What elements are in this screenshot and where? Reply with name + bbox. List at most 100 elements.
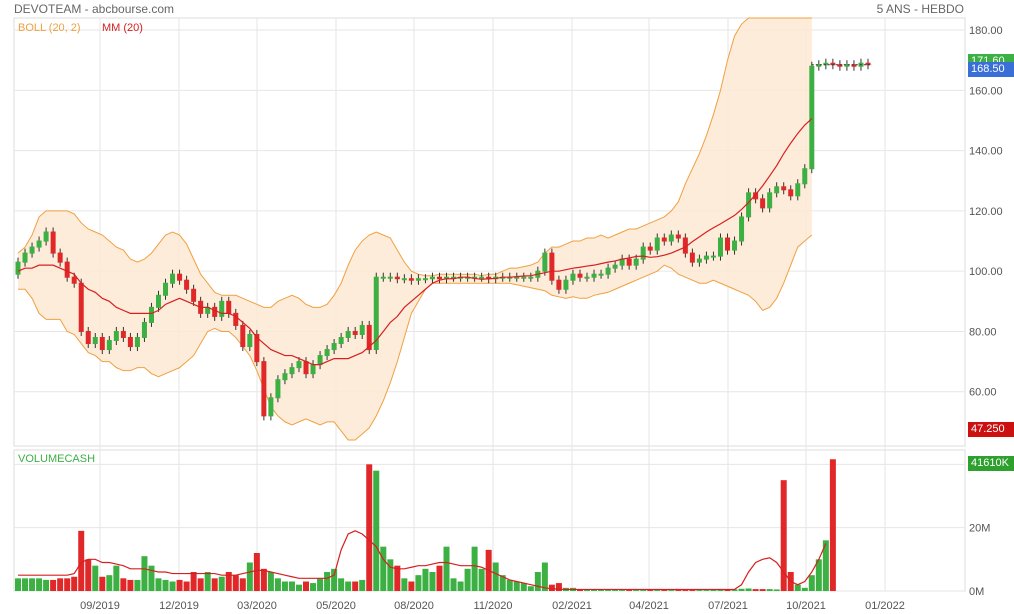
price-panel bbox=[13, 17, 966, 447]
candle-body bbox=[366, 324, 372, 351]
volume-bar bbox=[731, 589, 738, 591]
candle-body bbox=[696, 258, 702, 263]
volume-bar bbox=[408, 581, 415, 591]
candle-body bbox=[717, 237, 723, 257]
period-label[interactable]: 5 ANS - HEBDO bbox=[876, 2, 964, 16]
candle-body bbox=[191, 288, 197, 302]
volume-bar bbox=[246, 562, 253, 591]
volume-legend[interactable]: VOLUMECASH bbox=[18, 453, 96, 465]
volume-bar bbox=[345, 581, 352, 591]
boll-legend[interactable]: BOLL (20, 2) bbox=[18, 22, 81, 34]
candle-body bbox=[605, 267, 611, 275]
x-tick-label: 09/2019 bbox=[80, 600, 120, 612]
volume-bar bbox=[541, 562, 548, 591]
volume-bar bbox=[64, 578, 71, 591]
candle-body bbox=[240, 324, 246, 348]
volume-bar bbox=[50, 579, 57, 591]
last-price-tag: 168.50 bbox=[968, 62, 1014, 77]
volume-bar bbox=[43, 579, 50, 591]
x-tick-label: 10/2021 bbox=[786, 600, 826, 612]
volume-bar bbox=[436, 565, 443, 591]
candle-body bbox=[303, 361, 309, 375]
volume-bar bbox=[15, 578, 21, 591]
volume-bar bbox=[829, 459, 836, 591]
candle-body bbox=[844, 64, 850, 67]
candle-body bbox=[289, 367, 295, 375]
candle-body bbox=[212, 306, 218, 317]
volume-bar bbox=[689, 590, 696, 591]
bollinger-lower bbox=[18, 234, 813, 441]
candle-body bbox=[816, 64, 822, 67]
candle-body bbox=[64, 261, 70, 278]
volume-bar bbox=[148, 565, 155, 591]
x-tick-label: 04/2021 bbox=[629, 600, 669, 612]
mm20-line bbox=[17, 118, 813, 366]
candle-body bbox=[163, 282, 169, 296]
candle-body bbox=[739, 216, 745, 242]
x-tick-label: 11/2020 bbox=[474, 600, 513, 612]
volume-bar bbox=[127, 579, 134, 591]
candle-body bbox=[226, 300, 232, 314]
volume-bar bbox=[422, 568, 429, 591]
volume-bar bbox=[281, 581, 288, 591]
candle-body bbox=[809, 65, 815, 170]
volume-bar bbox=[780, 480, 787, 591]
candle-body bbox=[387, 276, 393, 279]
mm-legend[interactable]: MM (20) bbox=[102, 22, 143, 34]
volume-bar bbox=[57, 578, 64, 591]
volume-bar bbox=[640, 590, 647, 591]
volume-bar bbox=[612, 590, 619, 591]
volume-bar bbox=[162, 579, 169, 591]
candle-body bbox=[324, 349, 330, 357]
chart-title: DEVOTEAM - abcbourse.com bbox=[14, 2, 175, 16]
candle-body bbox=[422, 278, 428, 281]
candle-body bbox=[479, 276, 485, 279]
volume-bar bbox=[373, 470, 380, 591]
candle-body bbox=[647, 246, 653, 251]
volume-bar bbox=[225, 572, 232, 591]
candle-body bbox=[296, 361, 302, 369]
volume-bar bbox=[106, 575, 113, 591]
candle-body bbox=[633, 258, 639, 266]
volume-bar bbox=[619, 590, 626, 591]
volume-bar bbox=[548, 584, 555, 591]
volume-bar bbox=[506, 579, 513, 591]
volume-bar bbox=[773, 589, 780, 591]
y-tick-label: 140.00 bbox=[969, 146, 1003, 158]
candle-body bbox=[781, 186, 787, 191]
candle-body bbox=[528, 276, 534, 279]
y-tick-label: 60.00 bbox=[969, 387, 997, 399]
volume-bar bbox=[99, 576, 106, 591]
candle-body bbox=[29, 246, 35, 254]
volume-bar bbox=[120, 578, 127, 591]
volume-bar bbox=[738, 588, 745, 591]
candle-body bbox=[563, 279, 569, 290]
candle-body bbox=[654, 237, 660, 251]
candle-body bbox=[282, 373, 288, 381]
candle-body bbox=[57, 252, 63, 263]
volume-bar bbox=[288, 581, 295, 591]
volume-bar bbox=[717, 589, 724, 591]
candle-body bbox=[155, 294, 161, 308]
volume-bar bbox=[78, 530, 85, 591]
candle-body bbox=[732, 240, 738, 251]
volume-bar bbox=[331, 568, 338, 591]
low-price-tag: 47.250 bbox=[968, 422, 1014, 437]
volume-bar bbox=[204, 572, 211, 591]
candle-body bbox=[612, 264, 618, 269]
candle-body bbox=[345, 330, 351, 338]
volume-bar bbox=[822, 540, 829, 591]
volume-bar bbox=[696, 590, 703, 591]
candle-body bbox=[268, 397, 274, 417]
candle-body bbox=[823, 62, 829, 66]
volume-bar bbox=[239, 578, 246, 591]
candle-body bbox=[148, 306, 154, 323]
y-tick-label: 180.00 bbox=[969, 25, 1003, 37]
candle-body bbox=[767, 192, 773, 209]
volume-bar bbox=[808, 575, 815, 591]
candle-body bbox=[127, 336, 133, 348]
volume-bar bbox=[141, 556, 148, 591]
candle-body bbox=[851, 64, 857, 67]
volume-bar bbox=[534, 572, 541, 591]
